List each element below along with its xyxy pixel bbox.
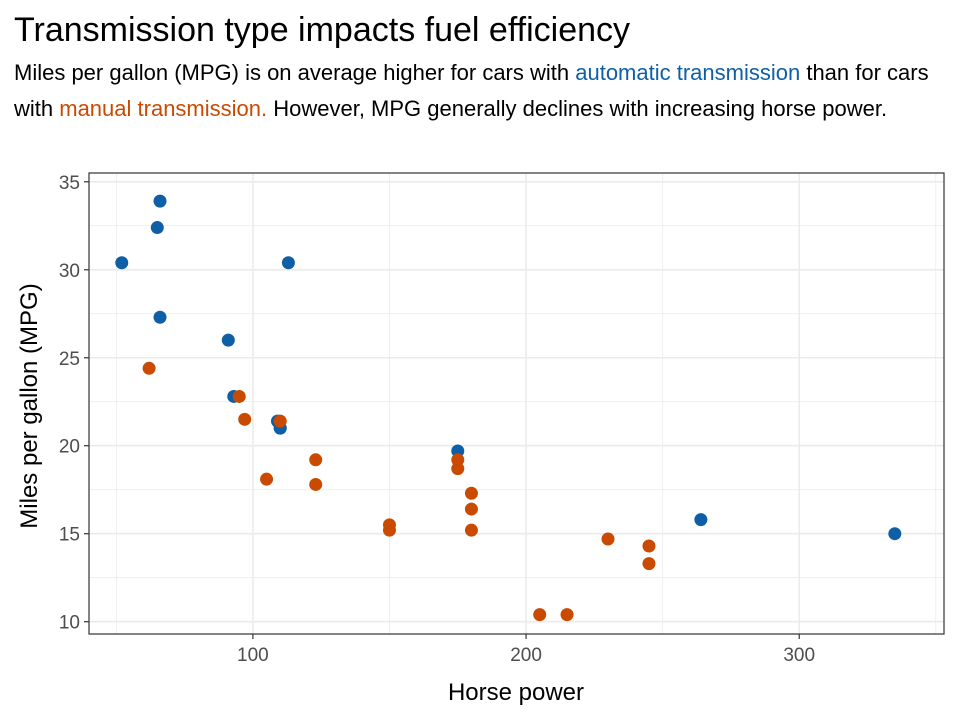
point-manual [260,472,274,486]
point-manual [601,532,615,546]
plot-panel-border [88,172,945,635]
point-automatic [115,256,129,270]
x-axis-label: Horse power [448,679,584,706]
point-automatic [221,333,235,347]
point-automatic [150,221,164,235]
point-manual [642,557,656,571]
point-manual [464,486,478,500]
y-tick-label: 35 [59,173,80,194]
point-manual [464,502,478,516]
major-gridlines [89,173,944,634]
subtitle-text-3: However, MPG generally declines with inc… [267,96,888,121]
subtitle-automatic-label: automatic transmission [575,60,801,85]
point-automatic [153,194,167,208]
subtitle-text-2: than for cars with [14,60,929,121]
point-manual [309,477,323,491]
point-automatic [888,527,902,541]
subtitle-text-1: Miles per gallon (MPG) is on average hig… [14,60,576,85]
point-automatic [281,256,295,270]
y-tick-label: 25 [59,349,80,370]
x-tick-label: 200 [510,645,542,666]
point-automatic [153,310,167,324]
x-tick-label: 100 [237,645,269,666]
point-manual [309,453,323,467]
minor-gridlines [89,173,944,634]
chart-subtitle: Miles per gallon (MPG) is on average hig… [14,55,949,127]
point-manual [464,523,478,537]
y-tick-label: 15 [59,525,80,546]
point-manual [533,608,547,622]
chart-title: Transmission type impacts fuel efficienc… [14,11,631,49]
y-tick-label: 20 [59,437,80,458]
point-manual [142,361,156,375]
axis-ticks: 100 200 300 10 15 20 25 30 35 [59,173,815,666]
point-manual [382,523,396,537]
point-automatic [694,513,708,527]
point-manual [238,412,252,426]
point-manual [273,414,287,428]
point-manual [560,608,574,622]
data-points [115,194,902,622]
point-manual [642,539,656,553]
y-tick-label: 10 [59,613,80,634]
x-tick-label: 300 [783,645,815,666]
y-tick-label: 30 [59,261,80,282]
y-axis-label: Miles per gallon (MPG) [16,283,43,528]
point-manual [451,462,465,476]
point-manual [232,389,246,403]
subtitle-manual-label: manual transmission. [59,96,268,121]
